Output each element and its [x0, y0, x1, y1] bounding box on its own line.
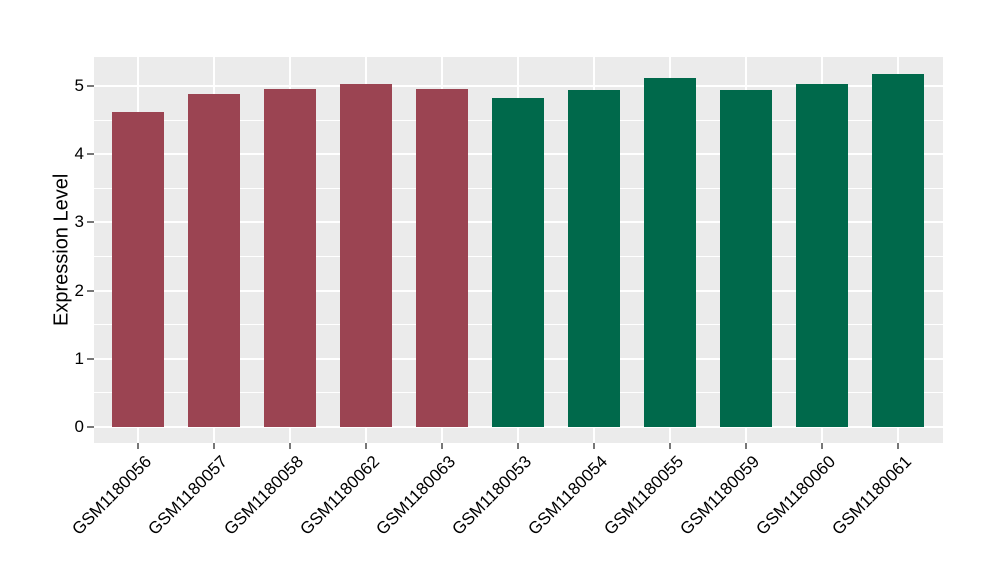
- x-tick-label: GSM1180055: [600, 452, 688, 539]
- bar-GSM1180057: [188, 94, 240, 427]
- bar-GSM1180053: [492, 97, 544, 427]
- bar-GSM1180059: [720, 89, 772, 427]
- bar-GSM1180063: [416, 88, 468, 427]
- x-tick-label: GSM1180060: [752, 452, 840, 539]
- bar-GSM1180055: [644, 78, 696, 427]
- x-tick-label: GSM1180059: [676, 452, 764, 539]
- x-tick-label: GSM1180058: [220, 452, 308, 539]
- y-tick-mark: [87, 221, 94, 224]
- x-tick-mark: [897, 443, 899, 449]
- y-tick-mark: [87, 425, 94, 428]
- x-tick-mark: [669, 443, 671, 449]
- x-tick-label: GSM1180057: [144, 452, 232, 539]
- y-tick-label: 0: [74, 416, 84, 436]
- y-axis-title: Expression Level: [50, 173, 73, 327]
- x-tick-mark: [821, 443, 823, 449]
- x-tick-mark: [365, 443, 367, 449]
- x-tick-label: GSM1180062: [296, 452, 384, 539]
- x-tick-label: GSM1180063: [372, 452, 460, 539]
- x-tick-label: GSM1180061: [828, 452, 916, 539]
- bar-GSM1180062: [340, 84, 392, 427]
- y-tick-mark: [87, 357, 94, 360]
- y-tick-mark: [87, 153, 94, 156]
- x-tick-mark: [441, 443, 443, 449]
- bar-GSM1180058: [264, 88, 316, 427]
- bar-GSM1180060: [796, 83, 848, 427]
- x-tick-mark: [289, 443, 291, 449]
- x-tick-mark: [213, 443, 215, 449]
- plot-panel: [94, 57, 943, 443]
- y-tick-label: 3: [74, 212, 84, 232]
- y-tick-mark: [87, 85, 94, 88]
- x-tick-mark: [137, 443, 139, 449]
- y-tick-label: 5: [74, 76, 84, 96]
- x-tick-label: GSM1180056: [68, 452, 156, 539]
- x-tick-mark: [593, 443, 595, 449]
- bar-GSM1180056: [112, 112, 164, 427]
- x-tick-label: GSM1180053: [448, 452, 536, 539]
- x-tick-mark: [517, 443, 519, 449]
- bar-GSM1180054: [568, 89, 620, 427]
- y-tick-label: 2: [74, 280, 84, 300]
- y-tick-mark: [87, 289, 94, 292]
- y-tick-label: 4: [74, 144, 84, 164]
- x-tick-label: GSM1180054: [524, 452, 612, 539]
- y-tick-label: 1: [74, 348, 84, 368]
- bar-GSM1180061: [872, 74, 924, 427]
- x-tick-mark: [745, 443, 747, 449]
